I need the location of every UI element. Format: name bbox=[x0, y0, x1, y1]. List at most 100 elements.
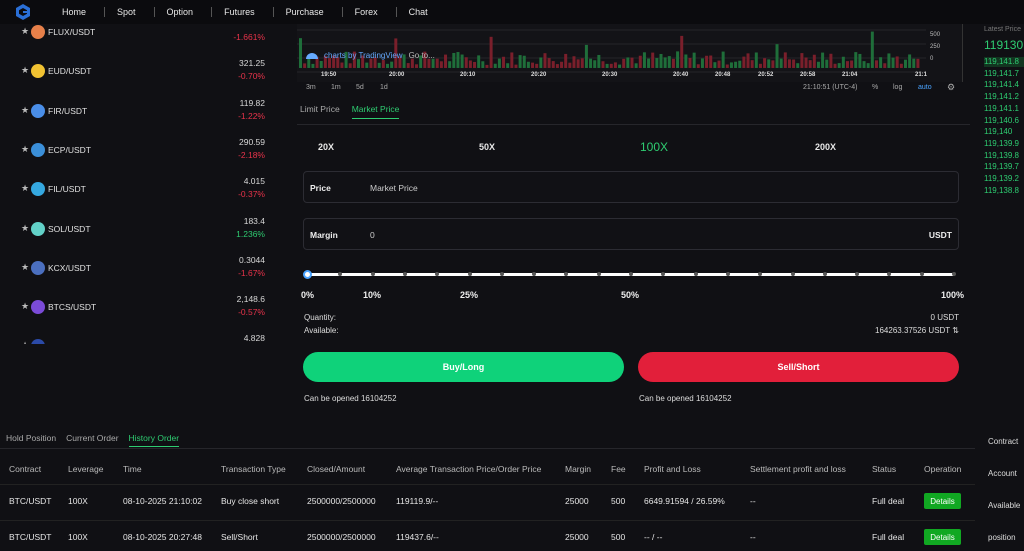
column-header: Operation bbox=[924, 464, 962, 474]
percent-toggle[interactable]: % bbox=[872, 84, 879, 91]
volume-bar bbox=[742, 56, 746, 68]
nav-purchase[interactable]: Purchase bbox=[285, 7, 324, 17]
chart-time-axis: 19:50 20:00 20:10 20:20 20:30 20:40 20:48 20:52… bbox=[297, 70, 927, 82]
nav-forex[interactable]: Forex bbox=[354, 7, 378, 17]
tab-market-price[interactable]: Market Price bbox=[351, 104, 400, 119]
slider-handle[interactable] bbox=[303, 270, 312, 279]
volume-bar bbox=[601, 61, 605, 68]
leverage-50x[interactable]: 50X bbox=[479, 142, 496, 152]
order-book-row[interactable]: 119,141.4 bbox=[984, 80, 1019, 90]
nav-futures[interactable]: Futures bbox=[224, 7, 255, 17]
sell-short-button[interactable]: Sell/Short bbox=[638, 352, 959, 382]
tab-limit-price[interactable]: Limit Price bbox=[300, 104, 340, 114]
available-label: Available: bbox=[304, 326, 339, 335]
pair-change: -1.67% bbox=[238, 267, 265, 278]
leverage-100x[interactable]: 100X bbox=[640, 140, 669, 154]
order-book-row[interactable]: 119,141.7 bbox=[984, 68, 1019, 78]
star-icon[interactable]: ★ bbox=[21, 340, 29, 344]
table-cell-closed: 2500000/2500000 bbox=[307, 496, 376, 506]
logo-icon[interactable] bbox=[14, 3, 32, 21]
order-book-row[interactable]: 119,139.8 bbox=[984, 150, 1019, 160]
market-pair-row[interactable]: ★ KCX/USDT 0.3044 -1.67% bbox=[0, 249, 270, 289]
order-book-row[interactable]: 119,141.8 bbox=[984, 57, 1024, 67]
volume-bar bbox=[729, 62, 733, 68]
tab-history-order[interactable]: History Order bbox=[128, 433, 180, 447]
pair-price: 2,148.6 bbox=[236, 294, 265, 305]
market-pair-row[interactable]: ★ EUD/USDT 321.25 -0.70% bbox=[0, 52, 270, 92]
market-pair-row[interactable]: ★ FIR/USDT 119.82 -1.22% bbox=[0, 92, 270, 132]
price-chart[interactable]: 500 250 0 bbox=[297, 24, 963, 82]
details-button[interactable]: Details bbox=[924, 493, 961, 509]
star-icon[interactable]: ★ bbox=[21, 183, 30, 194]
nav-chat[interactable]: Chat bbox=[408, 7, 428, 17]
interval-3m[interactable]: 3m bbox=[306, 84, 316, 91]
volume-bar bbox=[767, 59, 771, 68]
star-icon[interactable]: ★ bbox=[21, 26, 30, 36]
transfer-icon[interactable]: ⇅ bbox=[952, 326, 959, 335]
percent-10[interactable]: 10% bbox=[363, 290, 382, 300]
star-icon[interactable]: ★ bbox=[21, 301, 30, 312]
order-book-row[interactable]: 119,141.1 bbox=[984, 103, 1019, 113]
coin-icon bbox=[31, 221, 45, 236]
tab-hold-position[interactable]: Hold Position bbox=[6, 433, 57, 443]
margin-field[interactable]: Margin 0 USDT bbox=[303, 218, 959, 250]
volume-bar bbox=[771, 60, 775, 68]
pair-name: SOL/USDT bbox=[48, 223, 91, 234]
percent-25[interactable]: 25% bbox=[460, 290, 479, 300]
star-icon[interactable]: ★ bbox=[21, 143, 30, 154]
volume-bar bbox=[580, 58, 584, 68]
market-pair-row[interactable]: ★ BTCS/USDT 2,148.6 -0.57% bbox=[0, 288, 270, 328]
nav-divider bbox=[272, 7, 274, 17]
nav-spot[interactable]: Spot bbox=[117, 7, 136, 17]
log-toggle[interactable]: log bbox=[893, 84, 903, 91]
percent-50[interactable]: 50% bbox=[621, 290, 640, 300]
order-book-row[interactable]: 119,138.8 bbox=[984, 185, 1019, 195]
nav-option[interactable]: Option bbox=[166, 7, 194, 17]
order-book-row[interactable]: 119,139.9 bbox=[984, 138, 1019, 148]
order-book: Latest Price 119130 119,141.8 119,141.7 11… bbox=[984, 24, 1024, 209]
leverage-20x[interactable]: 20X bbox=[318, 142, 335, 152]
market-pair-row[interactable]: ★ FIL/USDT 4.015 -0.37% bbox=[0, 170, 270, 210]
star-icon[interactable]: ★ bbox=[21, 65, 30, 76]
details-button[interactable]: Details bbox=[924, 529, 961, 545]
order-book-row[interactable]: 119,141.2 bbox=[984, 92, 1019, 102]
time-tick-label: 20:30 bbox=[602, 72, 618, 78]
volume-bar bbox=[667, 56, 671, 68]
star-icon[interactable]: ★ bbox=[21, 222, 30, 233]
tab-current-order[interactable]: Current Order bbox=[66, 433, 119, 443]
volume-bar bbox=[763, 58, 767, 68]
volume-bar bbox=[655, 58, 659, 68]
order-book-row[interactable]: 119,139.2 bbox=[984, 174, 1019, 183]
order-book-row[interactable]: 119,140 bbox=[984, 127, 1013, 137]
star-icon[interactable]: ★ bbox=[21, 104, 30, 115]
nav-divider bbox=[211, 7, 213, 17]
price-field[interactable]: Price Market Price bbox=[303, 171, 959, 203]
star-icon[interactable]: ★ bbox=[21, 261, 30, 272]
auto-toggle[interactable]: auto bbox=[918, 84, 932, 91]
market-pair-row[interactable]: ★ 4.828 bbox=[0, 327, 270, 344]
volume-bar bbox=[738, 60, 742, 68]
volume-bar bbox=[845, 61, 849, 68]
table-cell-type: Sell/Short bbox=[221, 532, 258, 542]
market-pair-row[interactable]: ★ FLUX/USDT -1.661% bbox=[0, 24, 270, 53]
go-to-link[interactable]: Go to... bbox=[408, 51, 435, 60]
interval-1m[interactable]: 1m bbox=[331, 84, 341, 91]
nav-home[interactable]: Home bbox=[62, 7, 87, 17]
percent-100[interactable]: 100% bbox=[941, 290, 965, 300]
order-book-row[interactable]: 119,139.7 bbox=[984, 162, 1019, 172]
buy-long-button[interactable]: Buy/Long bbox=[303, 352, 624, 382]
market-pair-row[interactable]: ★ SOL/USDT 183.4 1.236% bbox=[0, 210, 270, 250]
volume-bar bbox=[485, 64, 489, 68]
order-book-row[interactable]: 119,140.6 bbox=[984, 115, 1019, 125]
market-pair-row[interactable]: ★ ECP/USDT 290.59 -2.18% bbox=[0, 131, 270, 171]
chart-attribution[interactable]: charts by TradingView bbox=[324, 51, 403, 60]
percent-0[interactable]: 0% bbox=[301, 290, 315, 300]
interval-5d[interactable]: 5d bbox=[356, 84, 364, 91]
gear-icon[interactable]: ⚙ bbox=[947, 82, 956, 92]
leverage-200x[interactable]: 200X bbox=[815, 142, 837, 152]
interval-1d[interactable]: 1d bbox=[380, 84, 388, 91]
margin-slider[interactable] bbox=[303, 270, 956, 280]
margin-input[interactable]: 0 bbox=[370, 230, 375, 240]
slider-tick bbox=[725, 272, 730, 276]
pair-change: -0.37% bbox=[238, 189, 265, 200]
